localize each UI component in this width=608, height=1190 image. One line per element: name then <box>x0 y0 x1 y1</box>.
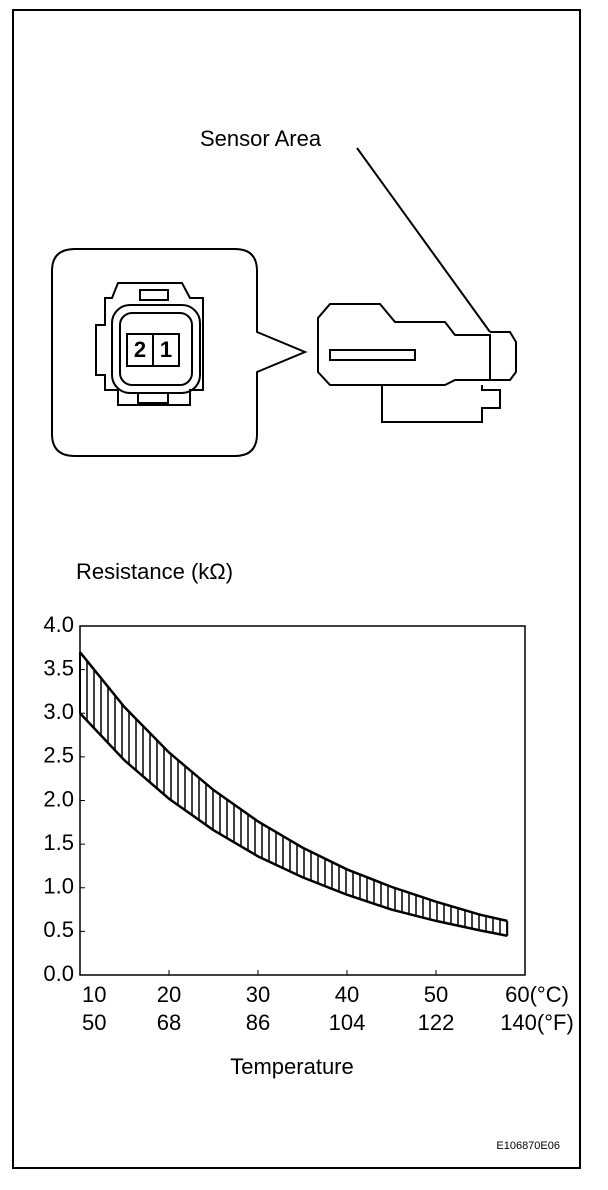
pin-label: 1 <box>160 337 172 362</box>
x-tick-label-f: 68 <box>157 1010 181 1035</box>
y-tick-label: 2.0 <box>43 786 74 811</box>
y-tick-label: 4.0 <box>43 612 74 637</box>
x-tick-label-f: 140(°F) <box>500 1010 574 1035</box>
x-tick-label-f: 122 <box>418 1010 455 1035</box>
pin-label: 2 <box>134 337 146 362</box>
x-tick-label: 40 <box>335 982 359 1007</box>
y-tick-label: 0.5 <box>43 917 74 942</box>
tolerance-band <box>80 652 508 936</box>
y-tick-label: 3.5 <box>43 655 74 680</box>
y-tick-label: 2.5 <box>43 743 74 768</box>
x-tick-label-f: 104 <box>329 1010 366 1035</box>
y-tick-label: 1.5 <box>43 830 74 855</box>
curve <box>79 651 508 923</box>
sensor-label: Sensor Area <box>200 126 322 151</box>
x-tick-label: 30 <box>246 982 270 1007</box>
x-tick-label: 20 <box>157 982 181 1007</box>
x-axis-label: Temperature <box>230 1054 354 1079</box>
y-axis-label: Resistance (kΩ) <box>76 559 233 584</box>
plot: 0.0 0.5 1.0 1.5 2.0 2.5 3.0 3.5 4.0 10 50 20 68 30 86 4… <box>43 612 573 1035</box>
frame <box>12 9 581 1169</box>
x-tick-label: 60(°C) <box>505 982 569 1007</box>
figure-code: E106870E06 <box>496 1140 560 1152</box>
x-tick-label: 50 <box>424 982 448 1007</box>
y-tick-label: 1.0 <box>43 874 74 899</box>
x-tick-label-f: 86 <box>246 1010 270 1035</box>
x-tick-label-f: 50 <box>82 1010 106 1035</box>
x-tick-label: 10 <box>82 982 106 1007</box>
connector-diagram: Sensor Area 2 1 E106870E06 <box>51 126 560 1152</box>
y-tick-label: 3.0 <box>43 699 74 724</box>
curve <box>79 712 508 937</box>
y-tick-label: 0.0 <box>43 961 74 986</box>
